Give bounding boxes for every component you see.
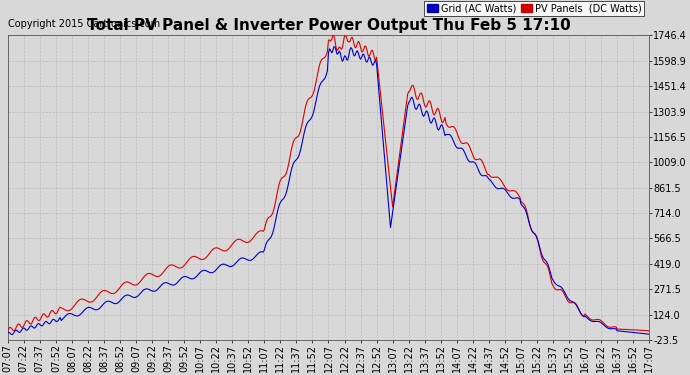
Legend: Grid (AC Watts), PV Panels  (DC Watts): Grid (AC Watts), PV Panels (DC Watts) — [424, 1, 644, 16]
Title: Total PV Panel & Inverter Power Output Thu Feb 5 17:10: Total PV Panel & Inverter Power Output T… — [87, 18, 571, 33]
Text: Copyright 2015 Cartronics.com: Copyright 2015 Cartronics.com — [8, 20, 160, 29]
